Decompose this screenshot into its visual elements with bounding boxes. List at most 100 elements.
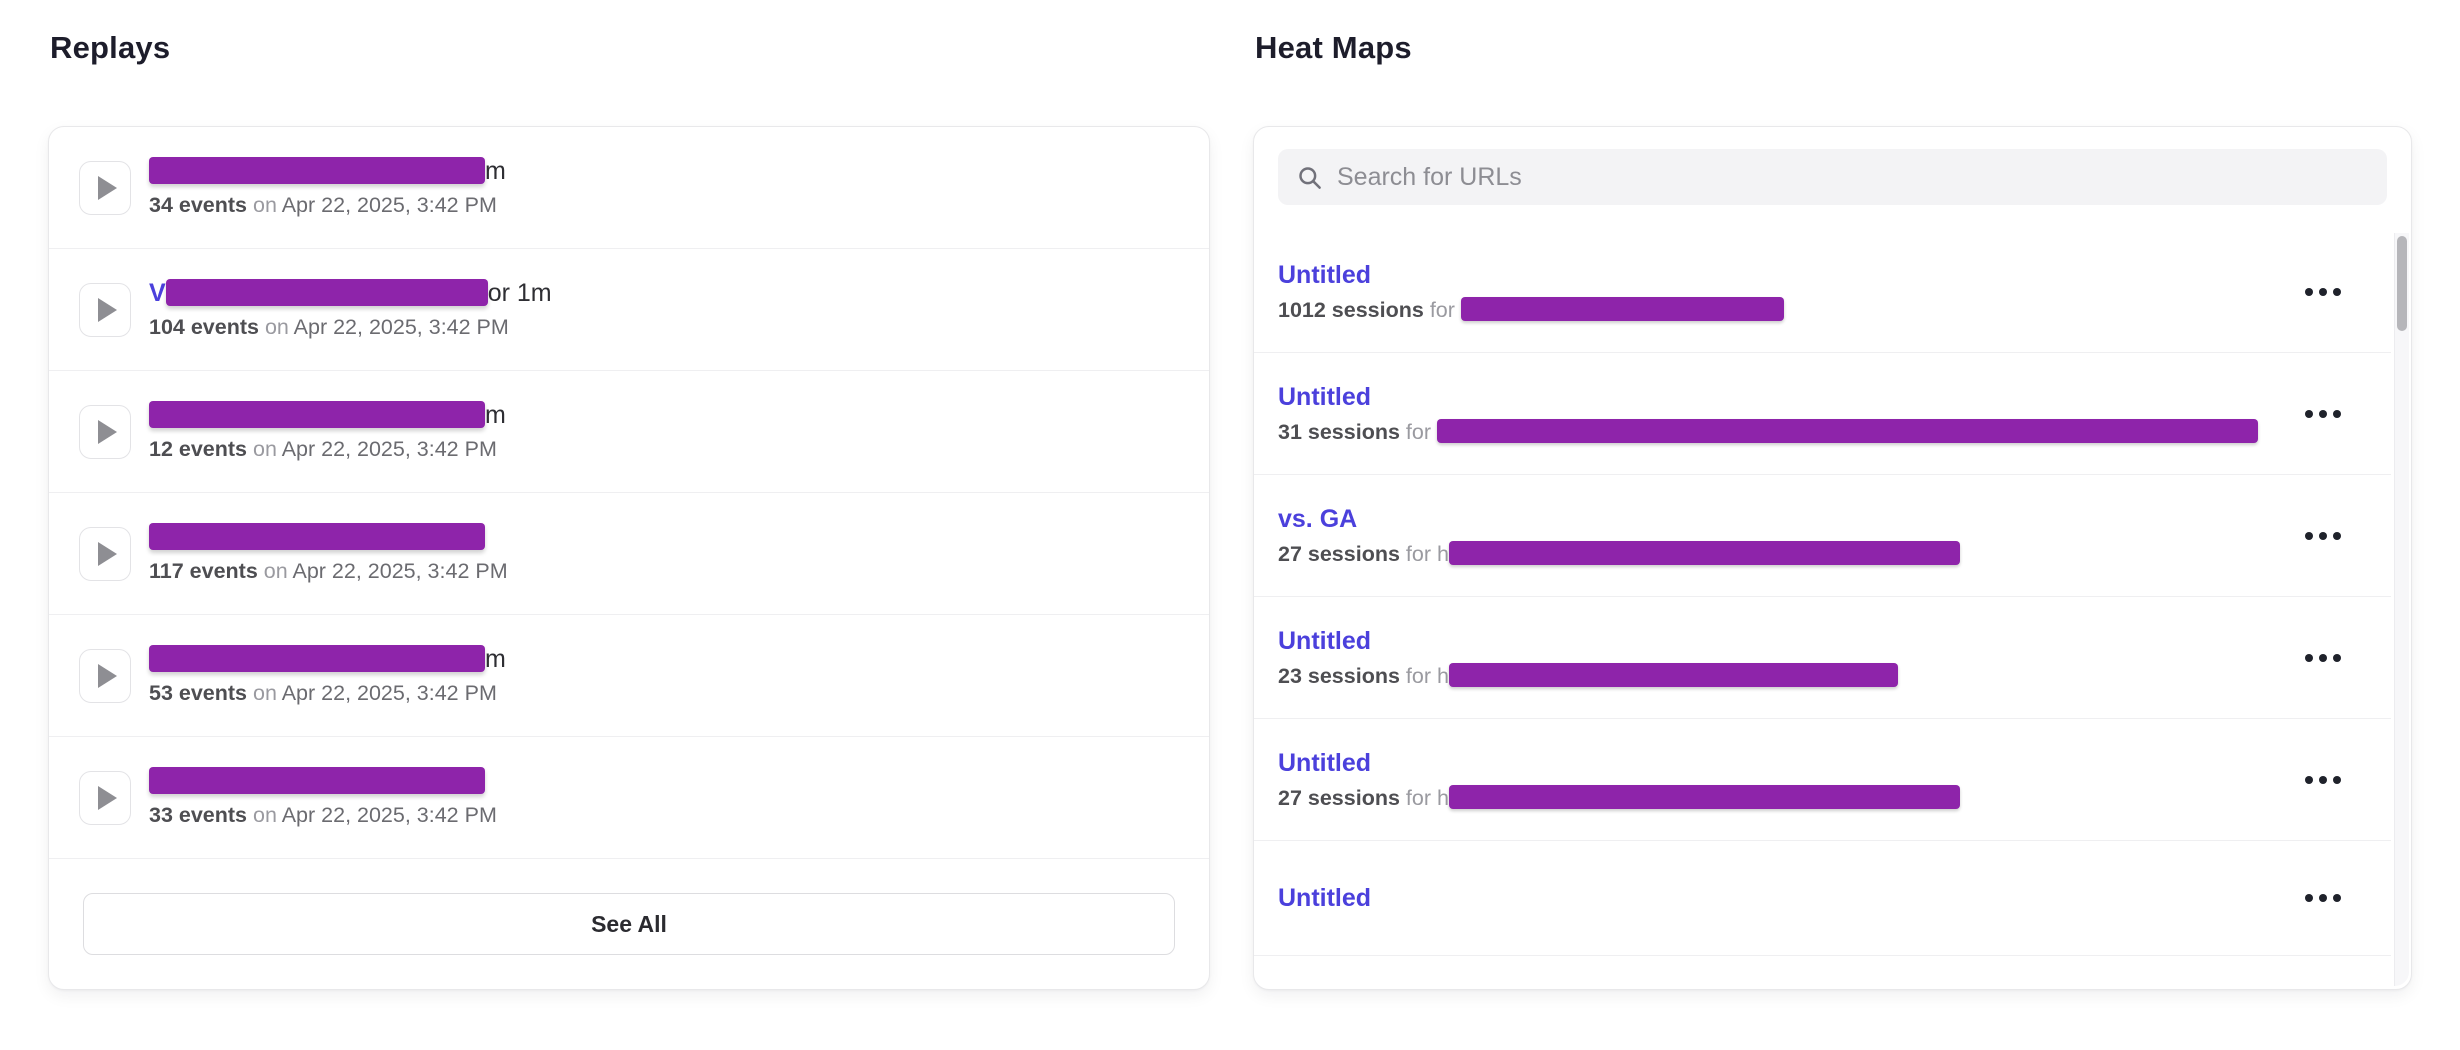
heatmap-meta: 31 sessions for [1278, 418, 2299, 446]
replay-info: 117 events on Apr 22, 2025, 3:42 PM [149, 522, 508, 585]
replay-meta: 104 events on Apr 22, 2025, 3:42 PM [149, 315, 509, 339]
visitor-name-visible: V [149, 279, 166, 307]
replay-visitor-link[interactable] [149, 766, 497, 796]
heatmap-info: Untitled 31 sessions for [1278, 382, 2299, 446]
play-button[interactable] [79, 770, 131, 825]
session-count: 23 sessions [1278, 663, 1400, 688]
heatmap-info: Untitled 23 sessions for h [1278, 626, 2299, 690]
replay-visitor-link[interactable]: m [149, 156, 506, 186]
heatmap-title-link[interactable]: Untitled [1278, 626, 1372, 655]
play-icon [97, 785, 117, 810]
heatmap-info: Untitled [1278, 883, 2299, 913]
redaction-bar [1448, 540, 1960, 565]
redaction-bar [1436, 418, 2258, 443]
play-button[interactable] [79, 648, 131, 703]
event-count: 34 events [149, 193, 248, 217]
heatmap-row: Untitled [1254, 841, 2391, 956]
heatmap-row: Untitled 31 sessions for [1254, 353, 2391, 475]
redaction-bar [149, 157, 485, 184]
heatmap-info: Untitled 27 sessions for h [1278, 748, 2299, 812]
event-count: 117 events [149, 559, 258, 583]
replay-meta: 117 events on Apr 22, 2025, 3:42 PM [149, 559, 508, 583]
heatmap-title-link[interactable]: vs. GA [1278, 504, 1358, 533]
replay-row: m 12 events on Apr 22, 2025, 3:42 PM [49, 371, 1209, 493]
heatmaps-list: Untitled 1012 sessions for Untitled 31 s… [1254, 231, 2391, 989]
replay-info: m 34 events on Apr 22, 2025, 3:42 PM [149, 156, 506, 219]
play-button[interactable] [79, 404, 131, 459]
replay-timestamp: Apr 22, 2025, 3:42 PM [293, 315, 509, 339]
session-count: 27 sessions [1278, 541, 1400, 566]
heatmaps-card: Untitled 1012 sessions for Untitled 31 s… [1253, 126, 2412, 990]
heatmap-title-link[interactable]: Untitled [1278, 748, 1372, 777]
more-menu-button[interactable] [2299, 644, 2347, 672]
heatmap-title-link[interactable]: Untitled [1278, 382, 1372, 411]
redaction-bar [1448, 662, 1898, 687]
url-visible: h [1436, 663, 1449, 688]
play-icon [97, 419, 117, 444]
replay-info: m 53 events on Apr 22, 2025, 3:42 PM [149, 644, 506, 707]
ellipsis-icon [2305, 775, 2313, 784]
heatmap-meta: 1012 sessions for [1278, 296, 2299, 324]
play-icon [97, 175, 117, 200]
redaction-bar [165, 279, 488, 306]
more-menu-button[interactable] [2299, 884, 2347, 912]
redaction-bar [1460, 296, 1784, 321]
more-menu-button[interactable] [2299, 400, 2347, 428]
play-icon [97, 663, 117, 688]
scrollbar-thumb[interactable] [2397, 236, 2407, 331]
play-button[interactable] [79, 526, 131, 581]
event-count: 33 events [149, 803, 248, 827]
session-count: 31 sessions [1278, 419, 1400, 444]
visit-duration-visible: or 1m [487, 279, 552, 307]
heatmap-row: vs. GA 27 sessions for h [1254, 475, 2391, 597]
more-menu-button[interactable] [2299, 766, 2347, 794]
more-menu-button[interactable] [2299, 522, 2347, 550]
ellipsis-icon [2305, 894, 2313, 902]
heatmap-info: Untitled 1012 sessions for [1278, 260, 2299, 324]
play-button[interactable] [79, 160, 131, 215]
url-visible: h [1436, 785, 1449, 810]
ellipsis-icon [2305, 409, 2313, 418]
heatmap-title-link[interactable]: Untitled [1278, 984, 1371, 989]
replay-timestamp: Apr 22, 2025, 3:42 PM [281, 681, 497, 705]
session-count: 27 sessions [1278, 785, 1400, 810]
heatmaps-heading: Heat Maps [1255, 30, 1412, 65]
replay-visitor-link[interactable] [149, 522, 508, 552]
heatmap-meta: 27 sessions for h [1278, 784, 2299, 812]
search-container [1254, 127, 2411, 231]
search-input[interactable] [1337, 162, 2369, 192]
event-count: 53 events [149, 681, 248, 705]
replays-heading: Replays [50, 30, 171, 65]
redaction-bar [149, 767, 485, 794]
replay-row: m 53 events on Apr 22, 2025, 3:42 PM [49, 615, 1209, 737]
replay-visitor-link[interactable]: m [149, 400, 506, 430]
replay-info: m 12 events on Apr 22, 2025, 3:42 PM [149, 400, 506, 463]
redaction-bar [149, 401, 485, 428]
search-url-box[interactable] [1278, 149, 2387, 205]
search-icon [1299, 166, 1321, 189]
replay-meta: 33 events on Apr 22, 2025, 3:42 PM [149, 803, 497, 827]
session-count: 1012 sessions [1278, 297, 1424, 322]
replay-meta: 53 events on Apr 22, 2025, 3:42 PM [149, 681, 497, 705]
ellipsis-icon [2305, 531, 2313, 540]
replay-info: 33 events on Apr 22, 2025, 3:42 PM [149, 766, 497, 829]
replay-timestamp: Apr 22, 2025, 3:42 PM [281, 437, 497, 461]
more-menu-button[interactable] [2299, 278, 2347, 306]
event-count: 104 events [149, 315, 259, 339]
heatmap-title-link[interactable]: Untitled [1278, 884, 1372, 912]
replay-visitor-link[interactable]: m [149, 644, 506, 674]
heatmap-row: Untitled 1012 sessions for [1254, 231, 2391, 353]
play-button[interactable] [79, 282, 131, 337]
see-all-button[interactable]: See All [83, 893, 1175, 955]
heatmap-row: Untitled 27 sessions for h [1254, 719, 2391, 841]
heatmaps-section: Heat Maps Untitled 1012 sessions for [1253, 0, 2412, 990]
visit-duration-visible: m [485, 645, 506, 673]
scrollbar-track[interactable] [2394, 233, 2409, 986]
replay-meta: 12 events on Apr 22, 2025, 3:42 PM [149, 437, 497, 461]
heatmap-title-link[interactable]: Untitled [1278, 260, 1372, 289]
play-icon [97, 297, 117, 322]
replay-row: 117 events on Apr 22, 2025, 3:42 PM [49, 493, 1209, 615]
